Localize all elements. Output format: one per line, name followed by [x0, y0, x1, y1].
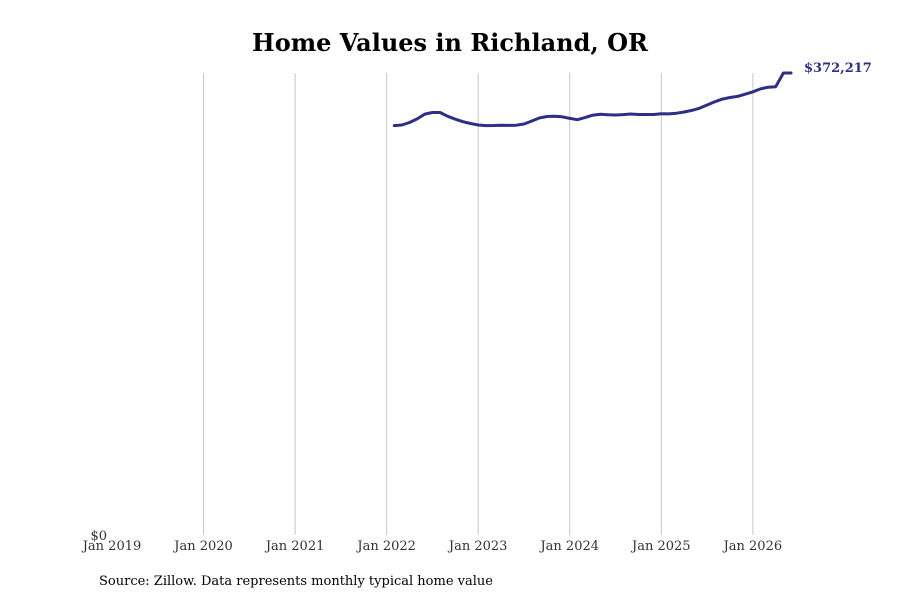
source-note: Source: Zillow. Data represents monthly …: [99, 574, 493, 589]
x-tick-label: Jan 2019: [81, 539, 142, 554]
y-tick-label: $0: [90, 529, 107, 544]
chart-title: Home Values in Richland, OR: [252, 28, 648, 57]
x-tick-label: Jan 2024: [538, 539, 599, 554]
end-value-label: $372,217: [804, 61, 872, 76]
y-axis-ticks: $0: [90, 529, 107, 544]
x-tick-label: Jan 2022: [355, 539, 416, 554]
x-tick-label: Jan 2020: [172, 539, 233, 554]
x-tick-label: Jan 2021: [264, 539, 325, 554]
line-chart: Jan 2019 Jan 2020 Jan 2021 Jan 2022 Jan 2023…: [81, 61, 872, 554]
x-axis-ticks: Jan 2019 Jan 2020 Jan 2021 Jan 2022 Jan 2023…: [81, 539, 782, 554]
x-tick-label: Jan 2026: [722, 539, 783, 554]
x-tick-label: Jan 2025: [630, 539, 691, 554]
home-value-line: [392, 71, 793, 128]
gridlines: [203, 73, 754, 535]
x-tick-label: Jan 2023: [447, 539, 508, 554]
